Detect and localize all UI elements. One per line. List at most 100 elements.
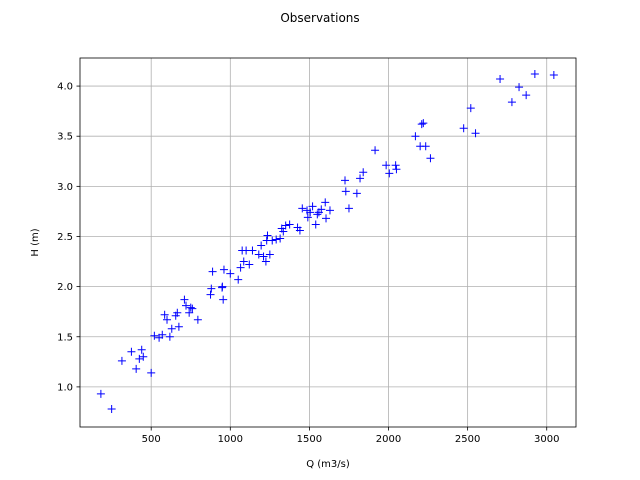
data-point bbox=[426, 154, 435, 163]
data-point bbox=[522, 91, 531, 100]
x-tick-label: 500 bbox=[142, 434, 161, 445]
data-point bbox=[219, 295, 228, 304]
data-point bbox=[150, 331, 159, 340]
data-point bbox=[515, 83, 524, 92]
data-point bbox=[173, 308, 182, 317]
data-point bbox=[182, 301, 191, 310]
data-point bbox=[321, 198, 330, 207]
x-axis-ticks: 500 1000 1500 2000 2500 3000 bbox=[142, 427, 559, 445]
data-point bbox=[218, 282, 227, 291]
data-point bbox=[268, 236, 277, 245]
data-point bbox=[276, 234, 285, 243]
x-tick-label: 2000 bbox=[376, 434, 401, 445]
data-point bbox=[265, 250, 274, 259]
data-point bbox=[167, 324, 176, 333]
x-tick-label: 3000 bbox=[534, 434, 559, 445]
y-axis-label: H (m) bbox=[30, 228, 41, 256]
data-point bbox=[352, 189, 361, 198]
data-point bbox=[341, 176, 350, 185]
data-point bbox=[549, 71, 558, 80]
data-point bbox=[208, 267, 217, 276]
data-point bbox=[254, 250, 263, 259]
data-point bbox=[417, 120, 426, 129]
data-point bbox=[193, 315, 202, 324]
data-point bbox=[306, 208, 315, 217]
data-point bbox=[385, 169, 394, 178]
data-point bbox=[496, 75, 505, 84]
data-point bbox=[132, 364, 141, 373]
x-tick-label: 1500 bbox=[297, 434, 322, 445]
y-tick-label: 1.0 bbox=[57, 382, 73, 393]
data-point bbox=[421, 142, 430, 151]
data-point bbox=[391, 161, 400, 170]
y-tick-label: 2.0 bbox=[57, 282, 73, 293]
data-point bbox=[272, 235, 281, 244]
data-point bbox=[263, 231, 272, 240]
data-point bbox=[185, 308, 194, 317]
data-point bbox=[295, 226, 304, 235]
x-axis-label: Q (m3/s) bbox=[306, 459, 350, 470]
data-point bbox=[466, 104, 475, 113]
data-point bbox=[257, 241, 266, 250]
data-point bbox=[127, 347, 136, 356]
data-point bbox=[530, 70, 539, 79]
data-point bbox=[471, 129, 480, 138]
data-point bbox=[325, 206, 334, 215]
data-points bbox=[96, 70, 558, 413]
data-point bbox=[180, 295, 189, 304]
y-axis-ticks: 1.0 1.5 2.0 2.5 3.0 3.5 4.0 bbox=[57, 82, 80, 393]
data-point bbox=[356, 174, 365, 183]
data-point bbox=[459, 124, 468, 133]
data-point bbox=[382, 161, 391, 170]
data-point bbox=[281, 221, 290, 230]
data-point bbox=[341, 187, 350, 196]
data-point bbox=[160, 310, 169, 319]
data-point bbox=[147, 368, 156, 377]
data-point bbox=[96, 389, 105, 398]
data-point bbox=[261, 257, 270, 266]
x-tick-label: 2500 bbox=[455, 434, 480, 445]
data-point bbox=[239, 257, 248, 266]
y-tick-label: 2.5 bbox=[57, 232, 73, 243]
y-tick-label: 1.5 bbox=[57, 332, 73, 343]
data-point bbox=[371, 146, 380, 155]
data-point bbox=[188, 304, 197, 313]
data-point bbox=[236, 263, 245, 272]
data-point bbox=[135, 354, 144, 363]
data-point bbox=[298, 204, 307, 213]
data-point bbox=[234, 275, 243, 284]
data-point bbox=[219, 265, 228, 274]
data-point bbox=[206, 290, 215, 299]
grid-lines bbox=[80, 58, 576, 427]
data-point bbox=[308, 202, 317, 211]
data-point bbox=[279, 227, 288, 236]
data-point bbox=[419, 119, 428, 128]
data-point bbox=[322, 214, 331, 223]
data-point bbox=[344, 204, 353, 213]
data-point bbox=[285, 220, 294, 229]
data-point bbox=[245, 260, 254, 269]
data-point bbox=[186, 303, 195, 312]
data-point bbox=[207, 284, 216, 293]
data-point bbox=[248, 246, 257, 255]
y-tick-label: 3.0 bbox=[57, 182, 73, 193]
data-point bbox=[317, 205, 326, 214]
data-point bbox=[226, 269, 235, 278]
plot-frame bbox=[79, 57, 577, 428]
data-point bbox=[507, 98, 516, 107]
data-point bbox=[259, 252, 268, 261]
data-point bbox=[392, 165, 401, 174]
data-point bbox=[117, 356, 126, 365]
data-point bbox=[163, 315, 172, 324]
x-tick-label: 1000 bbox=[218, 434, 243, 445]
y-tick-label: 3.5 bbox=[57, 132, 73, 143]
data-point bbox=[411, 132, 420, 141]
data-point bbox=[313, 210, 322, 219]
data-point bbox=[107, 404, 116, 413]
data-point bbox=[139, 352, 148, 361]
data-point bbox=[359, 168, 368, 177]
data-point bbox=[137, 345, 146, 354]
y-tick-label: 4.0 bbox=[57, 82, 73, 93]
chart-title: Observations bbox=[280, 11, 359, 25]
